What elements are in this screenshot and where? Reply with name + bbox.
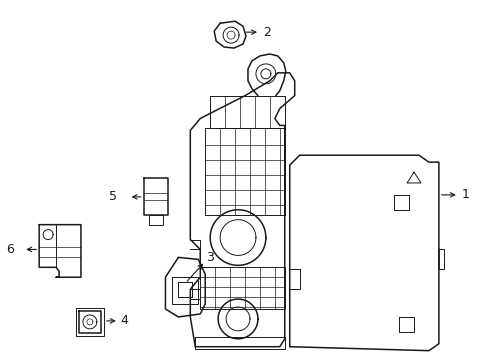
Text: 5: 5 xyxy=(108,190,117,203)
Text: 1: 1 xyxy=(461,188,468,201)
Text: 2: 2 xyxy=(263,26,270,39)
Text: 3: 3 xyxy=(206,251,214,264)
Text: 6: 6 xyxy=(6,243,14,256)
Text: 4: 4 xyxy=(121,314,128,327)
